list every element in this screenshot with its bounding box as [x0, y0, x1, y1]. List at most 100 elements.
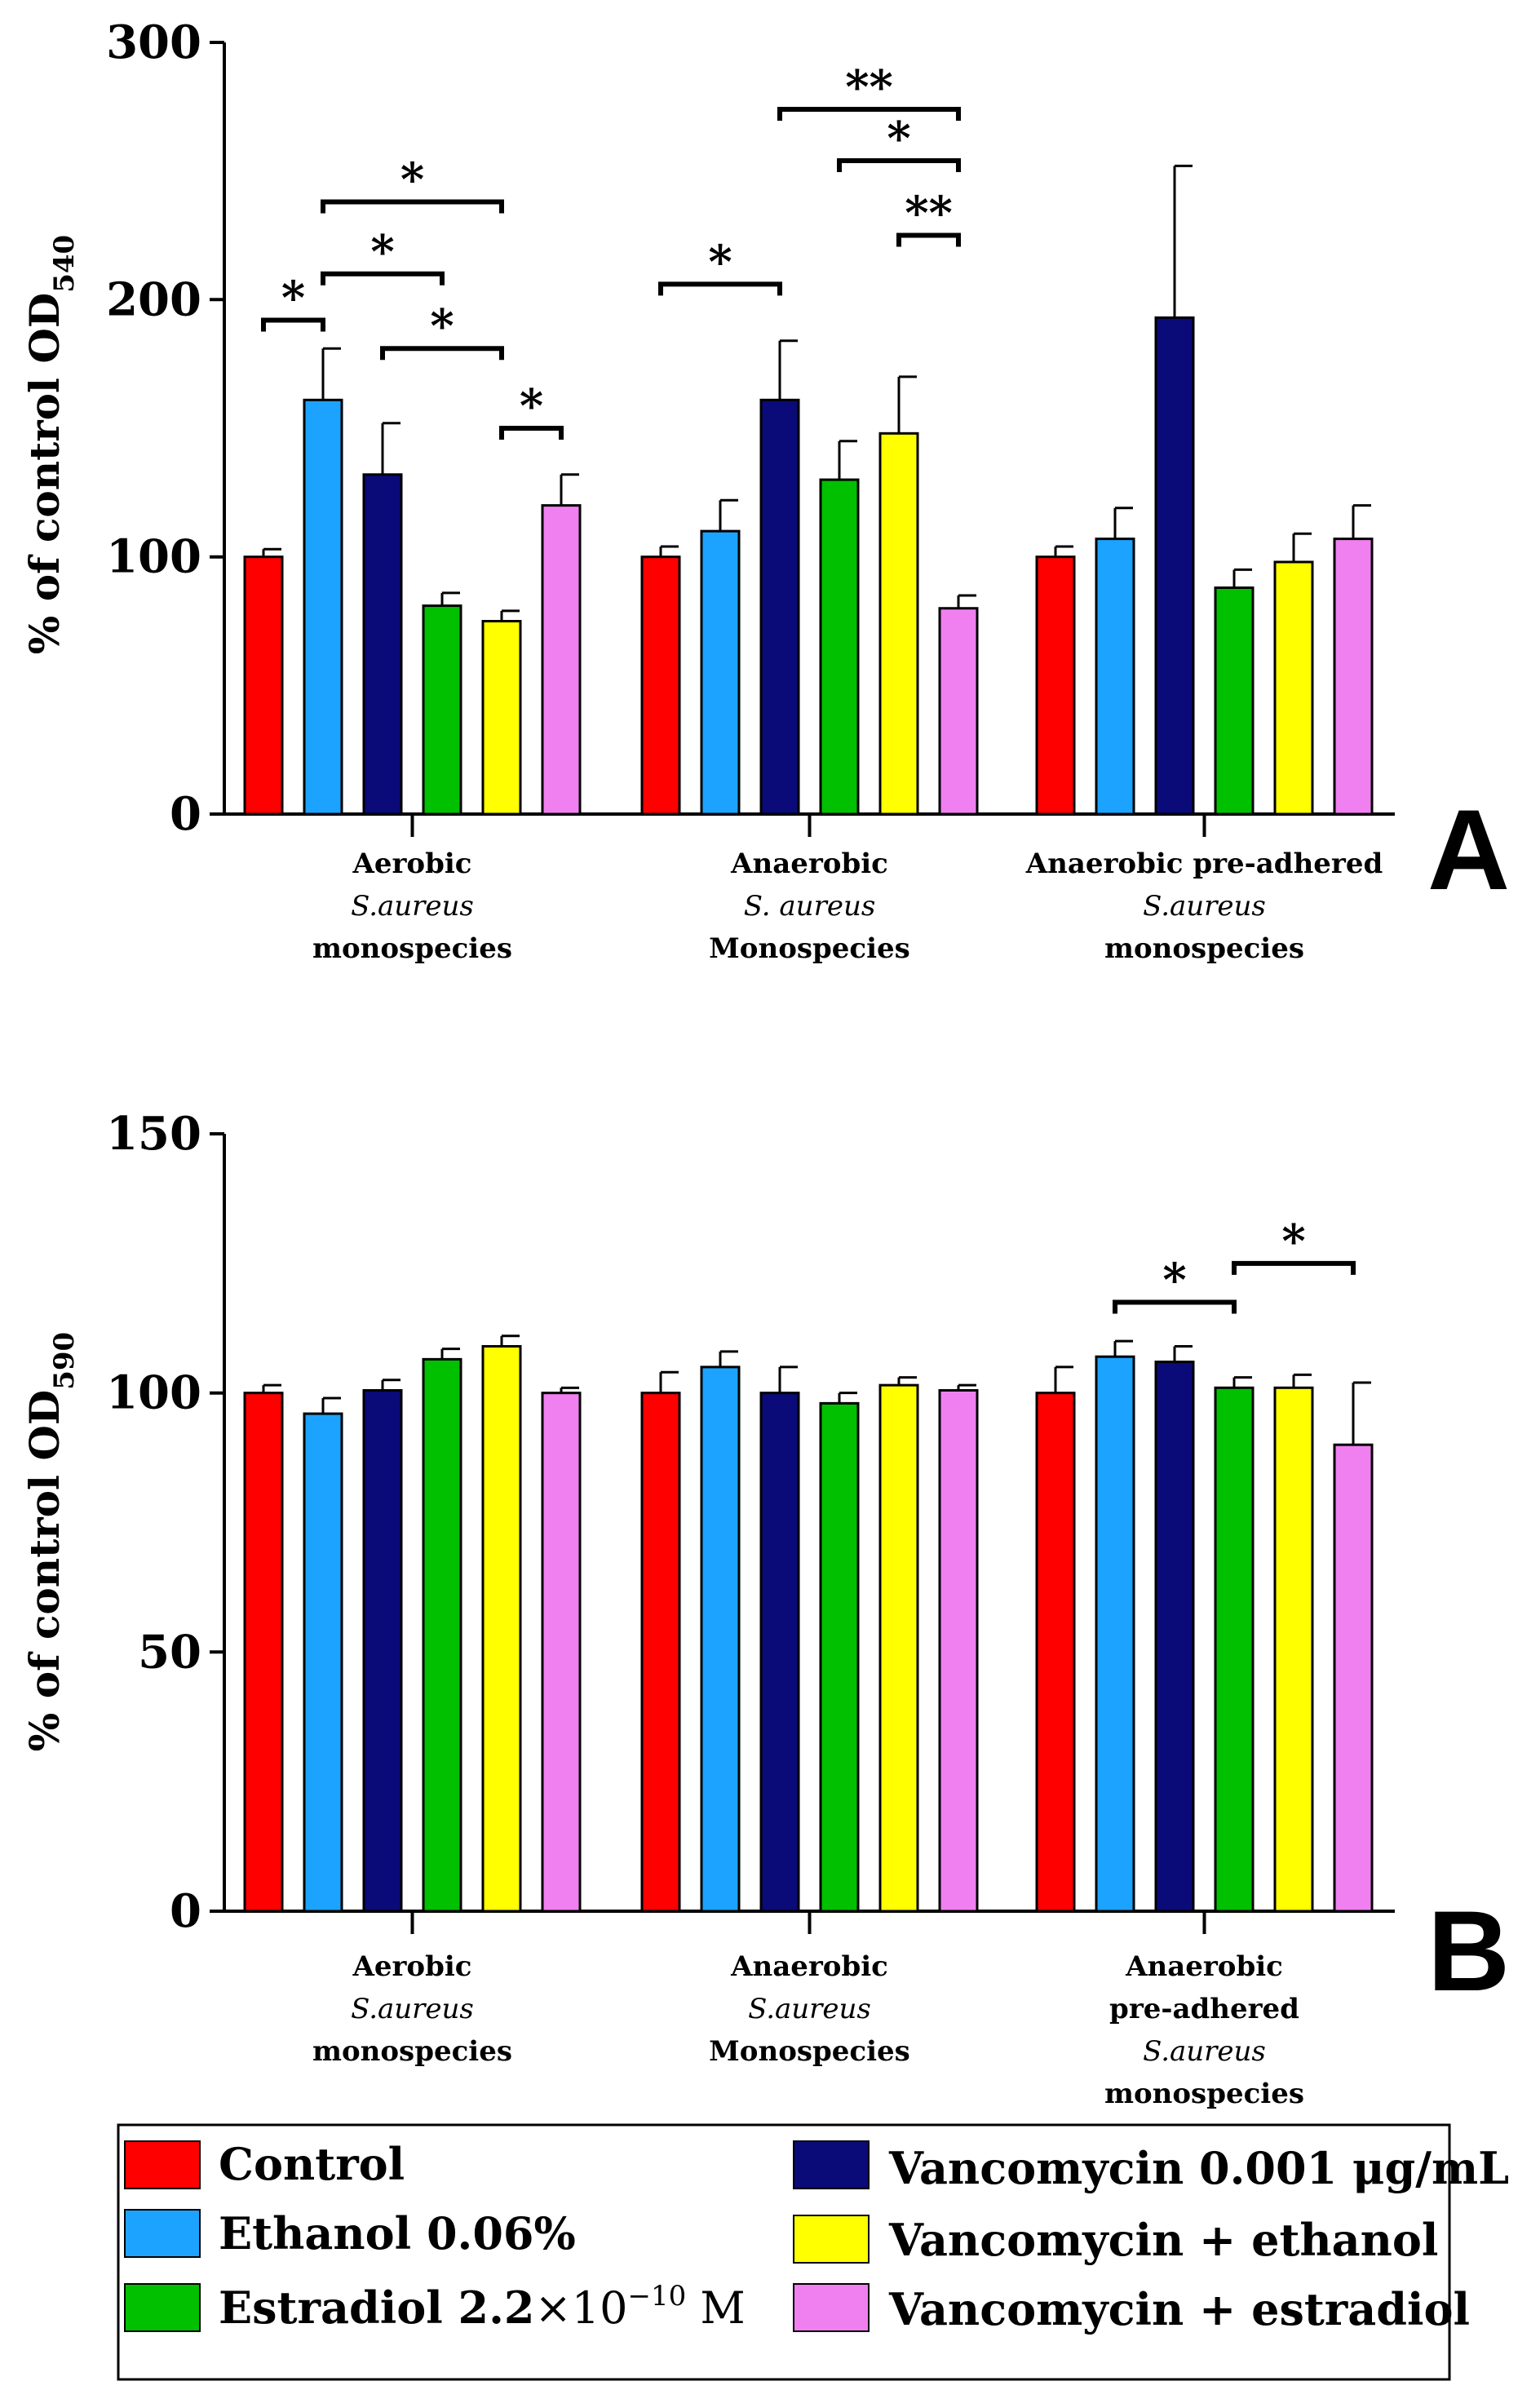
- legend-swatch-vancomycin: [793, 2140, 870, 2189]
- panel-a-bar: [362, 473, 403, 816]
- panel-b-letter: B: [1427, 1887, 1510, 2015]
- panel-b-y-tick-label: 0: [170, 1884, 201, 1938]
- panel-a-category-label: S.aureus: [1143, 890, 1266, 923]
- panel-b-bar: [1333, 1443, 1374, 1913]
- panel-b-bar: [481, 1344, 522, 1913]
- panel-b-bar: [938, 1388, 979, 1913]
- panel-a-significance-bracket: [777, 106, 961, 121]
- panel-a-significance-bracket: [321, 271, 445, 285]
- panel-b-bar: [1214, 1386, 1255, 1913]
- panel-a-significance-bracket: [896, 232, 961, 247]
- panel-b-category-label: Anaerobic: [1125, 1950, 1283, 1983]
- panel-a-bar: [303, 398, 343, 816]
- panel-a-bar: [1333, 538, 1374, 816]
- panel-a-category-label: Monospecies: [709, 932, 910, 965]
- panel-a-significance-bracket: [261, 317, 325, 332]
- panel-b-category-label: S.aureus: [1143, 2035, 1266, 2068]
- panel-b-bar: [1095, 1355, 1135, 1913]
- panel-b-category-label: S.aureus: [351, 1993, 474, 2025]
- legend-label-vanc-estradiol: Vancomycin + estradiol: [888, 2283, 1470, 2335]
- panel-a-y-tick-label: 300: [106, 15, 201, 69]
- panel-a-bar: [819, 478, 860, 816]
- panel-b-bar: [303, 1412, 343, 1913]
- panel-b-significance-label: *: [1162, 1253, 1186, 1307]
- legend: Control Ethanol 0.06% Estradiol 2.2×10−1…: [117, 2123, 1509, 2381]
- panel-a-category-label: Anaerobic: [730, 848, 888, 880]
- legend-swatch-control: [124, 2140, 201, 2189]
- panel-b-category-label: Anaerobic: [730, 1950, 888, 1983]
- panel-a-significance-label: *: [708, 235, 732, 289]
- legend-label-vancomycin: Vancomycin 0.001 μg/mL: [888, 2142, 1509, 2194]
- panel-b-bar: [700, 1365, 741, 1913]
- panel-a-bar: [541, 504, 582, 816]
- panel-a-bar: [759, 398, 800, 816]
- panel-a-significance-label: *: [887, 112, 910, 166]
- panel-b-bar: [541, 1392, 582, 1913]
- panel-b-category-label: monospecies: [312, 2035, 512, 2068]
- panel-b-y-axis-label: % of control OD590: [20, 1332, 81, 1751]
- panel-a-category-label: Aerobic: [352, 848, 472, 880]
- panel-a-bar: [422, 604, 462, 816]
- panel-a-significance-label: *: [281, 272, 305, 325]
- panel-a-significance-label: *: [520, 379, 543, 433]
- panel-b-bar: [878, 1383, 919, 1913]
- panel-a-significance-bracket: [380, 346, 504, 361]
- panel-b-bar: [759, 1392, 800, 1913]
- legend-swatch-estradiol: [124, 2283, 201, 2332]
- panel-a-significance-bracket: [658, 281, 782, 296]
- panel-b-y-tick-label: 100: [106, 1366, 201, 1420]
- panel-a-chart: % of control OD540 A 0 100 200 300 Aerobic S.…: [20, 15, 1510, 965]
- legend-frame: [117, 2123, 1451, 2381]
- legend-swatch-vanc-ethanol: [793, 2215, 870, 2264]
- legend-swatch-ethanol: [124, 2209, 201, 2258]
- panel-b-category-label: Monospecies: [709, 2035, 910, 2068]
- legend-label-vanc-ethanol: Vancomycin + ethanol: [888, 2214, 1438, 2266]
- panel-b-bar: [1154, 1361, 1195, 1913]
- panel-a-bar: [243, 555, 284, 816]
- legend-label-ethanol: Ethanol 0.06%: [219, 2207, 576, 2259]
- panel-a-y-axis-label: % of control OD540: [20, 235, 81, 654]
- panel-a-y-tick-label: 200: [106, 272, 201, 326]
- panel-b-significance-label: *: [1281, 1215, 1305, 1268]
- panel-a-y-tick-label: 100: [106, 530, 201, 584]
- panel-b-chart: % of control OD590 B 0 50 100 150 Aerobic S.a…: [20, 1107, 1510, 2110]
- panel-a-bar: [481, 620, 522, 816]
- panel-a-significance-label: *: [430, 299, 454, 353]
- panel-b-y-tick-label: 150: [106, 1107, 201, 1161]
- panel-b-bar: [1273, 1386, 1314, 1913]
- panel-b-bar: [1035, 1392, 1076, 1913]
- legend-label-control: Control: [219, 2138, 405, 2190]
- panel-a-significance-label: *: [370, 225, 394, 279]
- panel-a-bar: [640, 555, 681, 816]
- panel-b-bar: [819, 1401, 860, 1913]
- legend-label-estradiol: Estradiol 2.2×10−10 M: [219, 2280, 746, 2334]
- panel-a-bar: [1154, 316, 1195, 816]
- panel-b-bar: [422, 1357, 462, 1913]
- panel-b-category-label: S.aureus: [748, 1993, 871, 2025]
- panel-a-significance-label: **: [845, 60, 893, 114]
- panel-a-bar: [1035, 555, 1076, 816]
- panel-b-category-label: monospecies: [1104, 2078, 1304, 2110]
- panel-a-category-label: monospecies: [1104, 932, 1304, 965]
- panel-a-bar: [1273, 560, 1314, 816]
- panel-a-y-tick-label: 0: [170, 787, 201, 841]
- panel-a-bar: [1095, 538, 1135, 816]
- panel-a-significance-bracket: [837, 158, 961, 173]
- panel-b-significance-bracket: [1113, 1299, 1237, 1314]
- panel-a-bar: [700, 529, 741, 816]
- panel-a-significance-bracket: [499, 426, 564, 440]
- panel-a-bar: [878, 432, 919, 816]
- panel-b-category-label: pre-adhered: [1109, 1993, 1299, 2025]
- panel-a-category-label: S.aureus: [351, 890, 474, 923]
- panel-a-category-label: Anaerobic pre-adhered: [1025, 848, 1383, 880]
- panel-b-bar: [640, 1392, 681, 1913]
- panel-b-significance-bracket: [1232, 1260, 1356, 1275]
- panel-a-significance-label: **: [905, 187, 953, 241]
- panel-b-bar: [243, 1392, 284, 1913]
- panel-a-category-label: monospecies: [312, 932, 512, 965]
- legend-swatch-vanc-estradiol: [793, 2283, 870, 2332]
- panel-a-significance-label: *: [400, 153, 424, 207]
- panel-a-bar: [1214, 586, 1255, 816]
- panel-a-significance-bracket: [321, 199, 504, 214]
